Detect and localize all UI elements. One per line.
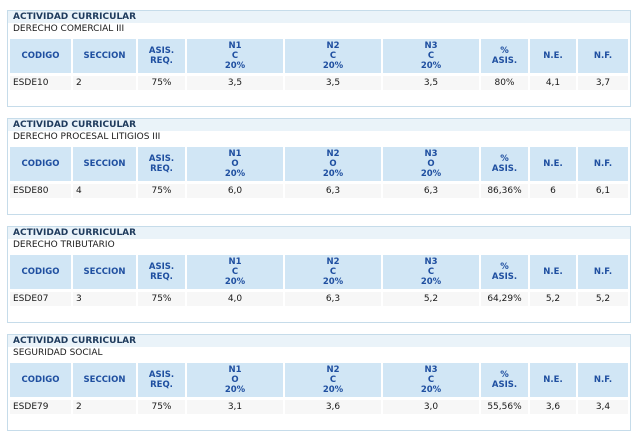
col-codigo: CODIGO	[10, 363, 71, 397]
col-ne: N.E.	[530, 147, 576, 181]
cell-n2: 3,5	[285, 76, 381, 90]
cell-n3: 6,3	[383, 184, 479, 198]
cell-asis-req: 75%	[138, 400, 185, 414]
cell-nf: 5,2	[578, 292, 628, 306]
course-name: SEGURIDAD SOCIAL	[13, 348, 103, 358]
cell-ne: 6	[530, 184, 576, 198]
course-block-derecho-procesal: ACTIVIDAD CURRICULAR DERECHO PROCESAL LI…	[7, 118, 631, 215]
cell-pct-asis: 55,56%	[481, 400, 528, 414]
course-block-derecho-tributario: ACTIVIDAD CURRICULAR DERECHO TRIBUTARIO …	[7, 226, 631, 323]
col-pct-asis: % ASIS.	[481, 39, 528, 73]
col-n2: N2 C 20%	[285, 363, 381, 397]
col-asis-req: ASIS. REQ.	[138, 39, 185, 73]
col-n1: N1 O 20%	[187, 147, 283, 181]
block-header: ACTIVIDAD CURRICULAR	[8, 227, 630, 239]
col-nf: N.F.	[578, 255, 628, 289]
col-n3: N3 O 20%	[383, 147, 479, 181]
cell-codigo: ESDE10	[10, 76, 71, 90]
cell-pct-asis: 86,36%	[481, 184, 528, 198]
course-name: DERECHO PROCESAL LITIGIOS III	[13, 132, 161, 142]
col-ne: N.E.	[530, 255, 576, 289]
block-header: ACTIVIDAD CURRICULAR	[8, 11, 630, 23]
col-seccion: SECCION	[73, 363, 136, 397]
cell-codigo: ESDE80	[10, 184, 71, 198]
cell-seccion: 2	[73, 76, 136, 90]
cell-ne: 5,2	[530, 292, 576, 306]
col-n2: N2 O 20%	[285, 147, 381, 181]
cell-n1: 4,0	[187, 292, 283, 306]
cell-nf: 3,4	[578, 400, 628, 414]
block-header: ACTIVIDAD CURRICULAR	[8, 335, 630, 347]
cell-asis-req: 75%	[138, 184, 185, 198]
col-pct-asis: % ASIS.	[481, 255, 528, 289]
col-seccion: SECCION	[73, 147, 136, 181]
cell-n3: 5,2	[383, 292, 479, 306]
cell-n2: 3,6	[285, 400, 381, 414]
cell-ne: 3,6	[530, 400, 576, 414]
course-name: DERECHO TRIBUTARIO	[13, 240, 115, 250]
cell-seccion: 2	[73, 400, 136, 414]
col-codigo: CODIGO	[10, 147, 71, 181]
col-n3: N3 C 20%	[383, 39, 479, 73]
cell-pct-asis: 64,29%	[481, 292, 528, 306]
cell-asis-req: 75%	[138, 292, 185, 306]
col-asis-req: ASIS. REQ.	[138, 255, 185, 289]
col-n1: N1 O 20%	[187, 363, 283, 397]
cell-nf: 6,1	[578, 184, 628, 198]
col-seccion: SECCION	[73, 39, 136, 73]
col-n3: N3 C 20%	[383, 255, 479, 289]
col-nf: N.F.	[578, 147, 628, 181]
course-block-derecho-comercial: ACTIVIDAD CURRICULAR DERECHO COMERCIAL I…	[7, 10, 631, 107]
course-block-seguridad-social: ACTIVIDAD CURRICULAR SEGURIDAD SOCIAL CO…	[7, 334, 631, 431]
col-pct-asis: % ASIS.	[481, 147, 528, 181]
cell-codigo: ESDE07	[10, 292, 71, 306]
cell-asis-req: 75%	[138, 76, 185, 90]
cell-n1: 6,0	[187, 184, 283, 198]
col-codigo: CODIGO	[10, 39, 71, 73]
cell-seccion: 4	[73, 184, 136, 198]
col-asis-req: ASIS. REQ.	[138, 147, 185, 181]
col-n3: N3 C 20%	[383, 363, 479, 397]
cell-n1: 3,5	[187, 76, 283, 90]
col-nf: N.F.	[578, 363, 628, 397]
cell-n3: 3,0	[383, 400, 479, 414]
col-nf: N.F.	[578, 39, 628, 73]
cell-codigo: ESDE79	[10, 400, 71, 414]
cell-seccion: 3	[73, 292, 136, 306]
course-name: DERECHO COMERCIAL III	[13, 24, 125, 34]
cell-nf: 3,7	[578, 76, 628, 90]
col-ne: N.E.	[530, 363, 576, 397]
col-seccion: SECCION	[73, 255, 136, 289]
col-asis-req: ASIS. REQ.	[138, 363, 185, 397]
col-pct-asis: % ASIS.	[481, 363, 528, 397]
block-header: ACTIVIDAD CURRICULAR	[8, 119, 630, 131]
cell-n1: 3,1	[187, 400, 283, 414]
col-n2: N2 C 20%	[285, 39, 381, 73]
col-n2: N2 C 20%	[285, 255, 381, 289]
col-n1: N1 C 20%	[187, 255, 283, 289]
cell-n2: 6,3	[285, 292, 381, 306]
col-ne: N.E.	[530, 39, 576, 73]
col-codigo: CODIGO	[10, 255, 71, 289]
cell-ne: 4,1	[530, 76, 576, 90]
cell-n3: 3,5	[383, 76, 479, 90]
cell-n2: 6,3	[285, 184, 381, 198]
col-n1: N1 C 20%	[187, 39, 283, 73]
cell-pct-asis: 80%	[481, 76, 528, 90]
